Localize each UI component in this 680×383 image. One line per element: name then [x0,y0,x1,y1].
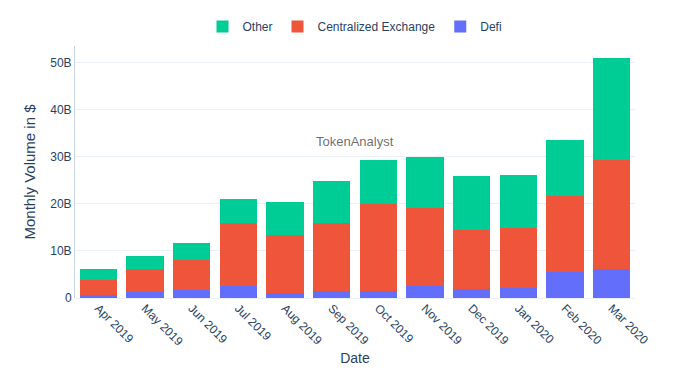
svg-text:Aug 2019: Aug 2019 [279,301,325,347]
svg-text:May 2019: May 2019 [139,301,186,348]
svg-text:Defi: Defi [480,20,501,34]
svg-text:Feb 2020: Feb 2020 [559,301,605,347]
svg-text:Centralized Exchange: Centralized Exchange [318,20,436,34]
svg-text:Date: Date [340,350,370,366]
svg-text:Other: Other [243,20,273,34]
svg-text:0: 0 [65,291,72,305]
svg-text:Jun 2019: Jun 2019 [185,301,230,346]
svg-text:40B: 40B [50,103,71,117]
svg-text:Monthly Volume in $: Monthly Volume in $ [21,104,38,240]
svg-text:Nov 2019: Nov 2019 [419,301,465,347]
svg-text:Sep 2019: Sep 2019 [325,301,371,347]
svg-text:50B: 50B [50,56,71,70]
svg-text:Jan 2020: Jan 2020 [512,301,557,346]
svg-text:Jul 2019: Jul 2019 [232,301,274,343]
svg-text:Apr 2019: Apr 2019 [92,301,137,346]
svg-text:Mar 2020: Mar 2020 [605,301,651,347]
svg-text:TokenAnalyst: TokenAnalyst [316,134,394,149]
svg-text:20B: 20B [50,197,71,211]
svg-text:10B: 10B [50,244,71,258]
svg-text:Oct 2019: Oct 2019 [372,301,417,346]
svg-text:Dec 2019: Dec 2019 [465,301,511,347]
svg-text:30B: 30B [50,150,71,164]
